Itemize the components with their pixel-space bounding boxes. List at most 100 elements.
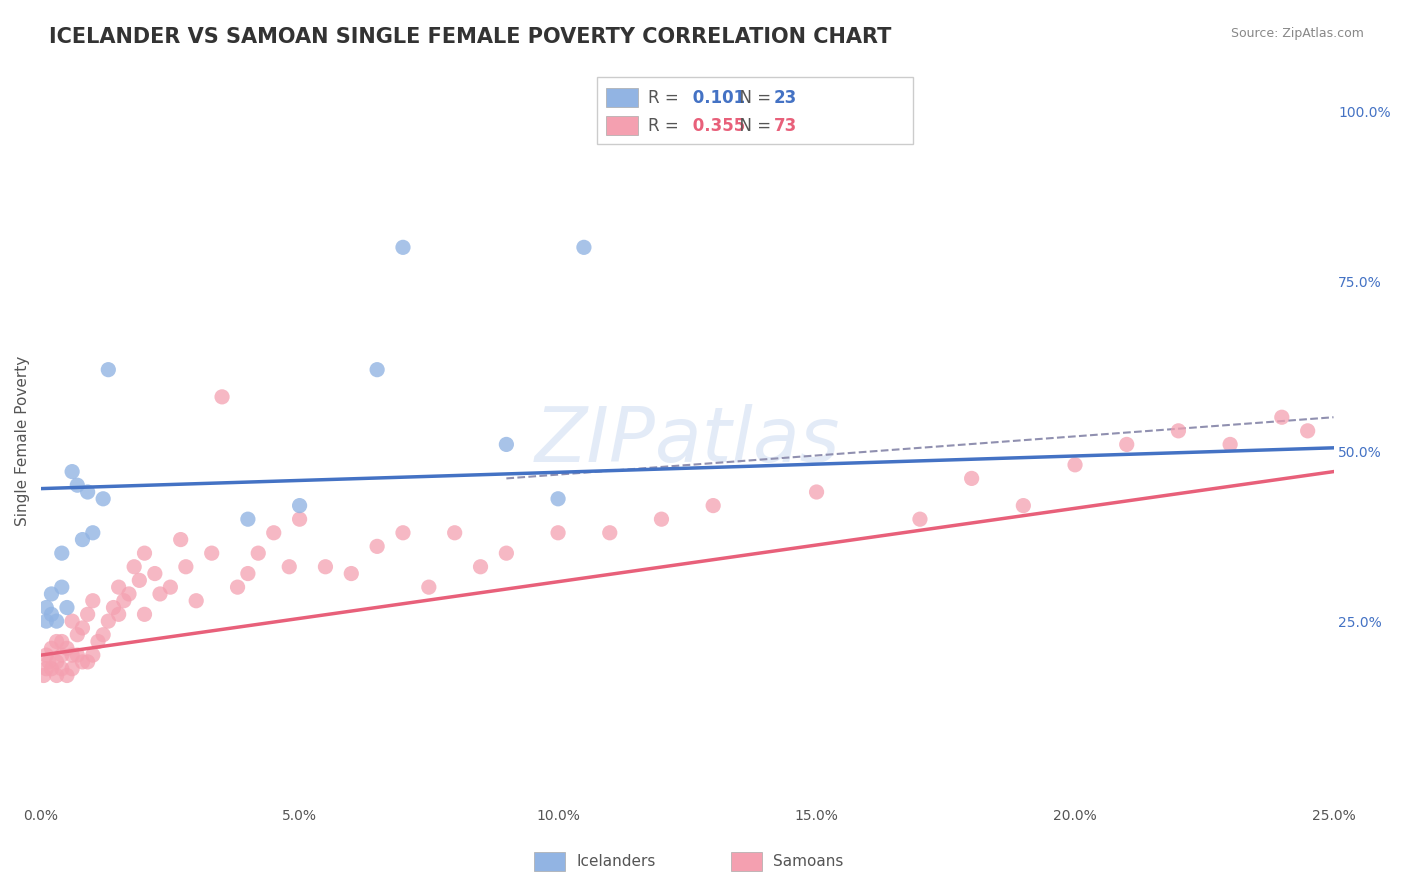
Point (236, 566, 259, 581)
Point (56, 641, 79, 656)
Point (159, 580, 181, 594)
Point (650, 512, 672, 526)
Point (392, 525, 415, 540)
Point (51, 662, 73, 676)
Point (134, 607, 156, 622)
Point (418, 580, 440, 594)
Point (443, 525, 465, 540)
Point (107, 607, 129, 622)
Text: 73: 73 (775, 117, 797, 135)
Point (45, 655, 67, 669)
Point (41, 587, 63, 601)
Point (66, 478, 89, 492)
Point (72, 533, 94, 547)
Point (72, 655, 94, 669)
Point (495, 546, 517, 560)
Point (170, 533, 193, 547)
Point (263, 525, 285, 540)
Point (82, 593, 104, 607)
Point (66, 628, 89, 642)
Point (60, 662, 83, 676)
Point (599, 525, 621, 540)
Point (41, 662, 63, 676)
Point (806, 485, 828, 500)
Point (314, 559, 336, 574)
Point (572, 240, 595, 254)
Point (72, 621, 94, 635)
Point (340, 566, 363, 581)
Point (247, 546, 270, 560)
Point (91, 628, 114, 642)
Point (32, 668, 55, 682)
Point (174, 559, 197, 574)
Point (908, 512, 931, 526)
Point (1271, 410, 1294, 425)
Point (211, 390, 233, 404)
Point (38, 655, 60, 669)
Point (1219, 437, 1241, 451)
Point (143, 566, 166, 581)
Point (35, 614, 58, 628)
Point (392, 240, 415, 254)
Point (134, 546, 156, 560)
Point (56, 600, 79, 615)
Point (702, 499, 724, 513)
Point (76, 655, 98, 669)
Y-axis label: Single Female Poverty: Single Female Poverty (15, 356, 30, 526)
Point (103, 600, 125, 615)
Point (91, 491, 114, 506)
Point (128, 574, 150, 588)
Point (122, 559, 145, 574)
Point (51, 580, 73, 594)
Point (470, 559, 492, 574)
Point (76, 607, 98, 622)
Point (278, 559, 301, 574)
Point (495, 437, 517, 451)
Point (60, 648, 83, 662)
Point (60, 614, 83, 628)
Text: 0.101: 0.101 (688, 88, 745, 106)
Point (35, 662, 58, 676)
Point (226, 580, 249, 594)
Point (960, 471, 983, 485)
Point (97, 362, 120, 376)
Text: N =: N = (730, 88, 776, 106)
Text: Icelanders: Icelanders (576, 854, 655, 869)
Point (82, 648, 104, 662)
Point (82, 525, 104, 540)
Text: ZIPatlas: ZIPatlas (534, 404, 839, 478)
Point (186, 593, 208, 607)
Point (97, 614, 120, 628)
Point (41, 607, 63, 622)
Text: R =: R = (648, 117, 683, 135)
Point (1296, 424, 1319, 438)
Point (118, 587, 141, 601)
Point (547, 491, 569, 506)
Point (1167, 424, 1189, 438)
Text: N =: N = (730, 117, 776, 135)
Text: Source: ZipAtlas.com: Source: ZipAtlas.com (1230, 27, 1364, 40)
Point (1012, 499, 1035, 513)
Text: 23: 23 (775, 88, 797, 106)
Text: 0.355: 0.355 (688, 117, 745, 135)
Point (288, 512, 311, 526)
Point (41, 641, 63, 656)
Point (547, 525, 569, 540)
Point (107, 580, 129, 594)
Point (60, 465, 83, 479)
Point (1064, 458, 1087, 472)
Point (45, 614, 67, 628)
Point (149, 587, 172, 601)
Point (201, 546, 224, 560)
Point (51, 546, 73, 560)
Point (45, 668, 67, 682)
Point (35, 648, 58, 662)
Point (728, 118, 751, 132)
Point (51, 634, 73, 648)
Point (366, 362, 388, 376)
Point (56, 668, 79, 682)
Point (66, 648, 89, 662)
Point (87, 634, 110, 648)
Point (51, 648, 73, 662)
Point (76, 485, 98, 500)
